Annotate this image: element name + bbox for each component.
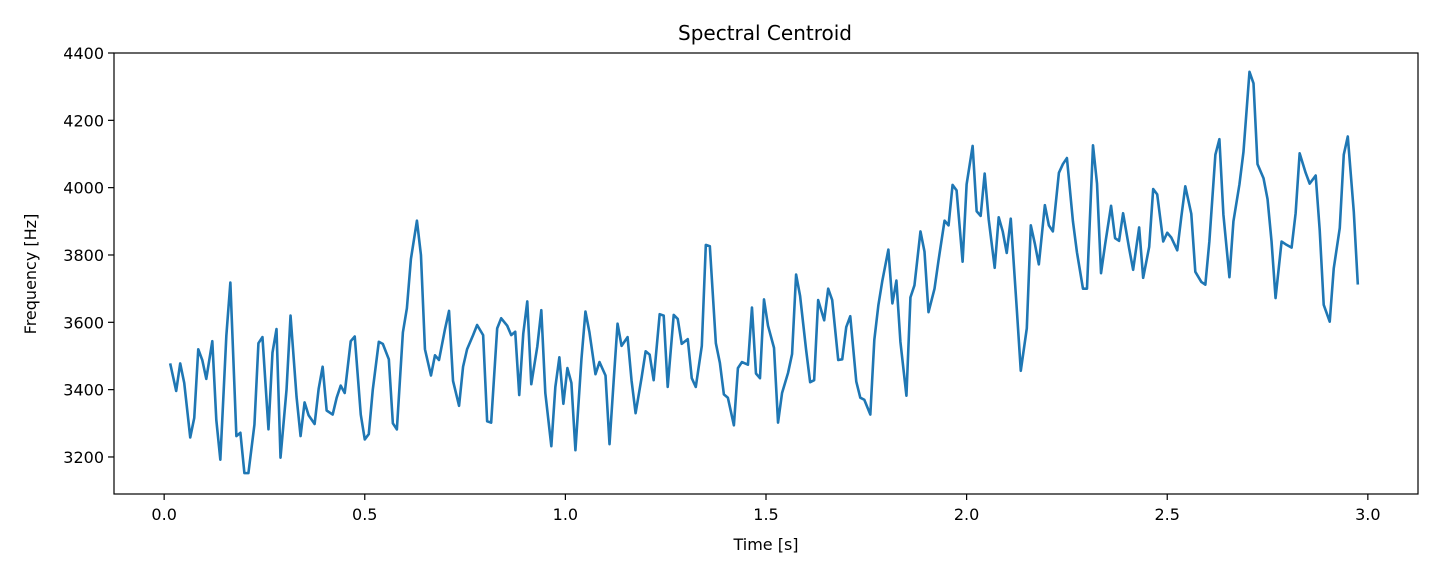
- x-tick-label: 1.0: [553, 505, 578, 524]
- x-axis-label: Time [s]: [732, 535, 798, 554]
- x-tick-label: 2.0: [954, 505, 979, 524]
- y-tick-label: 3400: [63, 381, 104, 400]
- x-tick-label: 1.5: [753, 505, 778, 524]
- x-tick-label: 0.0: [151, 505, 176, 524]
- x-tick-label: 0.5: [352, 505, 377, 524]
- x-tick-label: 3.0: [1355, 505, 1380, 524]
- x-tick-label: 2.5: [1155, 505, 1180, 524]
- y-tick-label: 4200: [63, 111, 104, 130]
- y-axis-label: Frequency [Hz]: [21, 214, 40, 335]
- y-tick-label: 4000: [63, 179, 104, 198]
- series-line-0: [168, 70, 1360, 475]
- chart-title: Spectral Centroid: [678, 21, 852, 45]
- plot-area: [168, 70, 1360, 475]
- y-tick-label: 4400: [63, 44, 104, 63]
- axes: 0.0 0.5 1.0 1.5 2.0 2.5 3.0 3200 3400 3600 3800 400…: [63, 44, 1419, 524]
- y-tick-label: 3200: [63, 448, 104, 467]
- y-tick-label: 3600: [63, 313, 104, 332]
- y-tick-label: 3800: [63, 246, 104, 265]
